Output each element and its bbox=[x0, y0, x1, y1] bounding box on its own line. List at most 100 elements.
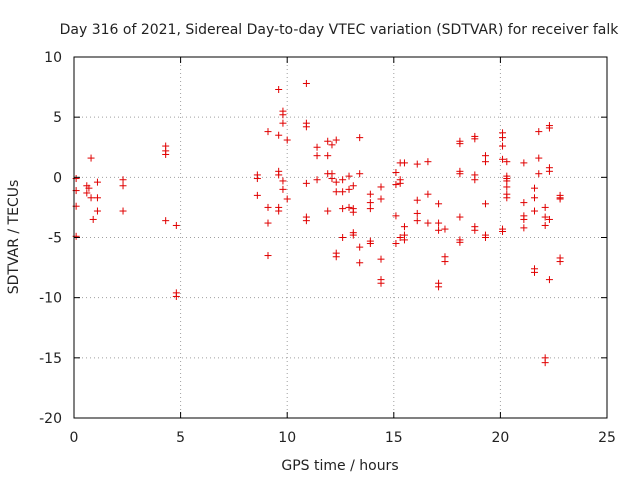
data-point bbox=[93, 178, 101, 186]
data-point bbox=[302, 79, 310, 87]
data-point bbox=[377, 183, 385, 191]
data-point bbox=[279, 185, 287, 193]
data-point bbox=[366, 240, 374, 248]
data-point bbox=[377, 279, 385, 287]
data-point bbox=[396, 179, 404, 187]
data-point bbox=[119, 176, 127, 184]
data-point bbox=[302, 179, 310, 187]
x-axis: 0 5 10 15 20 25 bbox=[70, 57, 616, 446]
data-point bbox=[435, 226, 443, 234]
y-tick-label: -15 bbox=[39, 351, 62, 367]
data-point bbox=[424, 219, 432, 227]
x-tick-label: 10 bbox=[278, 430, 296, 446]
data-point bbox=[275, 85, 283, 93]
data-point bbox=[356, 134, 364, 142]
data-point bbox=[172, 221, 180, 229]
data-point bbox=[253, 175, 261, 183]
data-point bbox=[324, 207, 332, 215]
x-axis-label: GPS time / hours bbox=[281, 458, 398, 474]
data-point bbox=[366, 190, 374, 198]
data-point bbox=[275, 207, 283, 215]
y-tick-label: -5 bbox=[48, 231, 62, 247]
data-point bbox=[302, 123, 310, 131]
data-point bbox=[535, 154, 543, 162]
data-point bbox=[545, 276, 553, 284]
data-point bbox=[545, 167, 553, 175]
data-point bbox=[279, 111, 287, 119]
data-point bbox=[424, 158, 432, 166]
data-point bbox=[481, 152, 489, 160]
x-tick-label: 0 bbox=[70, 430, 79, 446]
data-point bbox=[456, 140, 464, 148]
data-point bbox=[356, 243, 364, 251]
data-point bbox=[499, 155, 507, 163]
data-point bbox=[279, 119, 287, 127]
y-axis-label: SDTVAR / TECUs bbox=[6, 180, 22, 295]
data-point bbox=[93, 207, 101, 215]
data-point bbox=[264, 203, 272, 211]
data-point bbox=[413, 217, 421, 225]
data-point bbox=[413, 196, 421, 204]
data-point bbox=[345, 203, 353, 211]
data-point bbox=[87, 194, 95, 202]
data-point bbox=[328, 141, 336, 149]
data-point bbox=[424, 190, 432, 198]
data-point bbox=[264, 219, 272, 227]
data-point bbox=[324, 152, 332, 160]
data-point bbox=[119, 182, 127, 190]
data-point bbox=[531, 207, 539, 215]
data-point bbox=[392, 169, 400, 177]
data-point bbox=[520, 159, 528, 167]
data-point bbox=[531, 184, 539, 192]
data-point bbox=[545, 122, 553, 130]
data-point bbox=[377, 195, 385, 203]
data-point bbox=[545, 215, 553, 223]
data-point bbox=[503, 183, 511, 191]
data-point bbox=[283, 195, 291, 203]
data-points bbox=[72, 79, 564, 367]
data-point bbox=[275, 171, 283, 179]
data-point bbox=[531, 268, 539, 276]
data-point bbox=[313, 176, 321, 184]
x-tick-label: 25 bbox=[598, 430, 616, 446]
x-tick-label: 15 bbox=[385, 430, 403, 446]
y-tick-label: 5 bbox=[53, 110, 62, 126]
data-point bbox=[339, 234, 347, 241]
data-point bbox=[520, 224, 528, 232]
data-point bbox=[349, 231, 357, 239]
data-point bbox=[392, 240, 400, 248]
data-point bbox=[471, 176, 479, 184]
data-point bbox=[313, 152, 321, 160]
data-point bbox=[328, 175, 336, 183]
y-tick-label: -20 bbox=[39, 411, 62, 427]
data-point bbox=[471, 226, 479, 234]
data-point bbox=[345, 185, 353, 193]
data-point bbox=[356, 259, 364, 267]
data-point bbox=[456, 213, 464, 221]
data-point bbox=[119, 207, 127, 215]
y-axis: -20 -15 -10 -5 0 5 10 bbox=[39, 50, 607, 427]
data-point bbox=[499, 142, 507, 150]
data-point bbox=[541, 213, 549, 221]
data-point bbox=[366, 199, 374, 207]
data-point bbox=[535, 170, 543, 178]
x-tick-label: 5 bbox=[176, 430, 185, 446]
data-point bbox=[531, 194, 539, 202]
data-point bbox=[413, 209, 421, 217]
y-tick-label: -10 bbox=[39, 291, 62, 307]
data-point bbox=[253, 191, 261, 199]
data-point bbox=[392, 181, 400, 189]
data-point bbox=[400, 223, 408, 231]
data-point bbox=[339, 205, 347, 213]
grid bbox=[74, 57, 607, 418]
data-point bbox=[275, 131, 283, 139]
x-tick-label: 20 bbox=[491, 430, 509, 446]
data-point bbox=[520, 199, 528, 207]
data-point bbox=[264, 128, 272, 136]
data-point bbox=[481, 158, 489, 166]
data-point bbox=[503, 194, 511, 202]
data-point bbox=[556, 258, 564, 266]
data-point bbox=[499, 227, 507, 235]
data-point bbox=[332, 136, 340, 144]
